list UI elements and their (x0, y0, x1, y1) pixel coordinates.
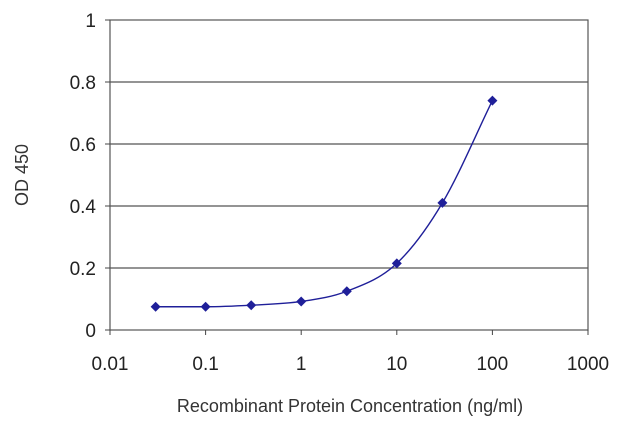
x-tick-label: 100 (477, 354, 509, 375)
plot-area (109, 19, 589, 331)
data-point (150, 301, 161, 312)
y-tick-label: 1 (85, 11, 96, 32)
data-point (391, 258, 402, 269)
plot-frame (109, 19, 589, 331)
x-tick-label: 1 (296, 354, 307, 375)
x-tick-label: 1000 (567, 354, 609, 375)
y-tick-label: 0.4 (70, 197, 97, 218)
data-point (341, 286, 352, 297)
x-tick-label: 0.1 (192, 354, 218, 375)
data-point (487, 95, 498, 106)
grid-lines (110, 81, 588, 269)
y-tick-label: 0 (85, 321, 96, 342)
data-point (296, 296, 307, 307)
data-point (246, 300, 257, 311)
x-axis-title: Recombinant Protein Concentration (ng/ml… (177, 396, 523, 416)
data-point (200, 301, 211, 312)
x-tick-label: 10 (386, 354, 407, 375)
data-points (150, 95, 498, 312)
x-tick-label: 0.01 (92, 354, 129, 375)
y-tick-label: 0.8 (70, 73, 96, 94)
y-axis-title: OD 450 (12, 144, 32, 206)
y-tick-label: 0.2 (70, 259, 96, 280)
x-axis-ticks: 0.01 0.1 1 10 100 1000 (92, 330, 609, 375)
data-point (437, 197, 448, 208)
y-axis-ticks: 0 0.2 0.4 0.6 0.8 1 (70, 11, 110, 342)
y-tick-label: 0.6 (70, 135, 96, 156)
